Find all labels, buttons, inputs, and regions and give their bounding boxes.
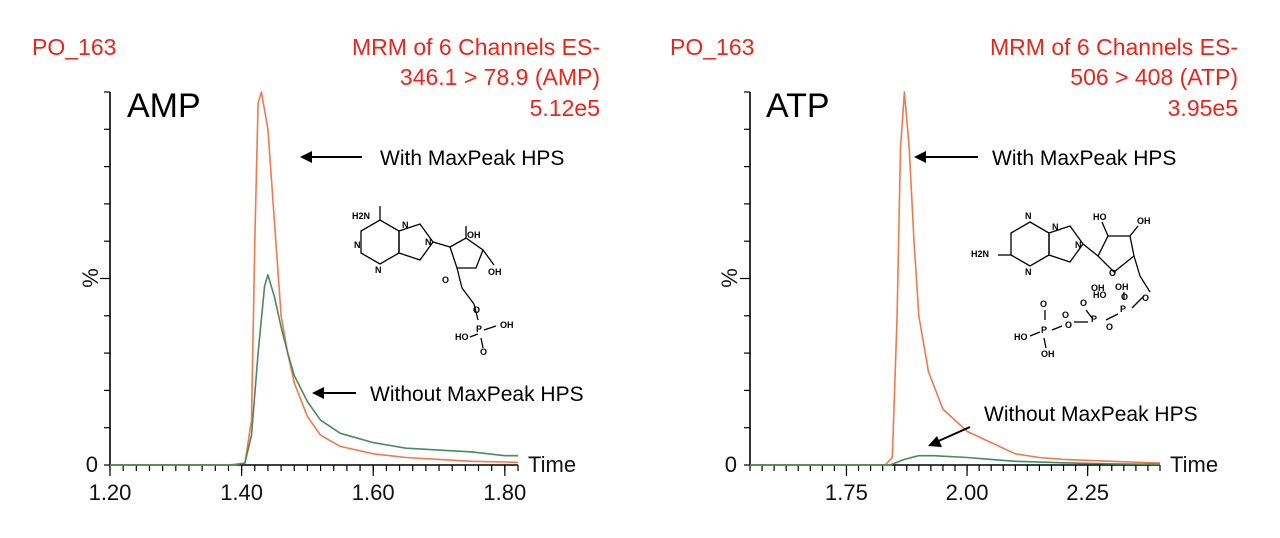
atom-label: OH: [1091, 283, 1105, 293]
annotation-without: Without MaxPeak HPS: [370, 383, 584, 406]
atp-atom-labels: H2N N N N N O HO OH OH O OH O P O HO P O…: [971, 211, 1151, 359]
arrow-head-icon: [300, 151, 312, 163]
atom-label: OH: [1115, 282, 1129, 292]
atom-label: P: [1041, 325, 1047, 335]
atom-label: OH: [1041, 349, 1055, 359]
x-tick-label: 1.40: [220, 480, 263, 505]
series-line-1: [110, 273, 518, 466]
x-axis-label: Time: [1170, 452, 1218, 477]
x-tick-label: 1.60: [352, 480, 395, 505]
atom-label: O: [1062, 310, 1069, 320]
chart-svg-amp: PO_163 MRM of 6 Channels ES- 346.1 > 78.…: [32, 34, 600, 505]
atom-label: O: [1109, 268, 1116, 278]
y-axis-label: %: [78, 268, 103, 288]
chart-svg-atp: PO_163 MRM of 6 Channels ES- 506 > 408 (…: [670, 34, 1238, 505]
atom-label: OH: [1137, 216, 1151, 226]
x-tick-label: 1.75: [825, 480, 868, 505]
atom-label: HO: [1014, 332, 1028, 342]
header-line-3: 5.12e5: [530, 95, 600, 121]
atom-label: O: [480, 347, 487, 357]
amp-atom-labels: H2N N N N N O OH OH O P OH HO O: [352, 211, 514, 357]
chart-panel-amp: PO_163 MRM of 6 Channels ES- 346.1 > 78.…: [32, 34, 600, 505]
y-zero-label: 0: [725, 452, 737, 477]
x-tick-label: 2.00: [946, 480, 989, 505]
x-tick-label: 2.25: [1066, 480, 1109, 505]
atom-label: O: [473, 305, 480, 315]
series-line-0: [750, 91, 1161, 466]
atom-label: N: [375, 265, 382, 275]
atom-label: H2N: [352, 211, 370, 221]
header-line-2: 346.1 > 78.9 (AMP): [400, 64, 600, 90]
x-tick-label: 1.20: [89, 480, 132, 505]
sample-name: PO_163: [670, 34, 754, 60]
atom-label: N: [1075, 240, 1082, 250]
arrow-head-icon: [312, 387, 324, 399]
x-axis-label: Time: [528, 452, 576, 477]
header-line-2: 506 > 408 (ATP): [1070, 64, 1238, 90]
header-line-1: MRM of 6 Channels ES-: [990, 34, 1238, 60]
atom-label: OH: [467, 230, 481, 240]
atom-label: O: [1121, 292, 1128, 302]
y-zero-label: 0: [86, 452, 98, 477]
arrow-head-icon: [914, 151, 926, 163]
x-tick-label: 1.80: [483, 480, 526, 505]
atp-structure: [998, 221, 1151, 349]
compound-label: ATP: [766, 87, 830, 125]
series-group: [750, 91, 1161, 466]
atom-label: N: [1025, 211, 1032, 221]
atom-label: N: [402, 220, 409, 230]
atom-label: HO: [1093, 290, 1107, 300]
atom-label: O: [1040, 299, 1047, 309]
atom-label: HO: [1093, 212, 1107, 222]
atom-label: O: [1080, 298, 1087, 308]
atom-label: P: [1120, 304, 1126, 314]
atom-label: O: [1106, 322, 1113, 332]
header-line-1: MRM of 6 Channels ES-: [352, 34, 600, 60]
atom-label: O: [442, 275, 449, 285]
atom-label: N: [354, 240, 361, 250]
atom-label: N: [1025, 267, 1032, 277]
atom-label: HO: [455, 332, 469, 342]
atom-label: N: [1052, 222, 1059, 232]
header-line-3: 3.95e5: [1168, 95, 1238, 121]
atom-label: O: [1065, 320, 1072, 330]
atom-label: H2N: [971, 249, 989, 259]
chart-panel-atp: PO_163 MRM of 6 Channels ES- 506 > 408 (…: [640, 0, 1280, 538]
annotation-without: Without MaxPeak HPS: [984, 403, 1198, 426]
atom-label: OH: [500, 320, 514, 330]
series-line-1: [750, 454, 1161, 466]
sample-name: PO_163: [32, 34, 116, 60]
annotation-arrow-without: [933, 426, 971, 444]
compound-label: AMP: [127, 87, 201, 125]
annotation-with: With MaxPeak HPS: [380, 147, 564, 170]
y-axis-label: %: [717, 268, 742, 288]
atom-label: O: [1142, 293, 1149, 303]
annotation-with: With MaxPeak HPS: [992, 147, 1176, 170]
atom-label: OH: [488, 267, 502, 277]
atom-label: N: [425, 237, 432, 247]
series-group: [110, 91, 519, 466]
atom-label: P: [476, 324, 482, 334]
amp-structure: [360, 206, 497, 349]
arrow-head-icon: [928, 436, 942, 447]
atom-label: P: [1091, 314, 1097, 324]
